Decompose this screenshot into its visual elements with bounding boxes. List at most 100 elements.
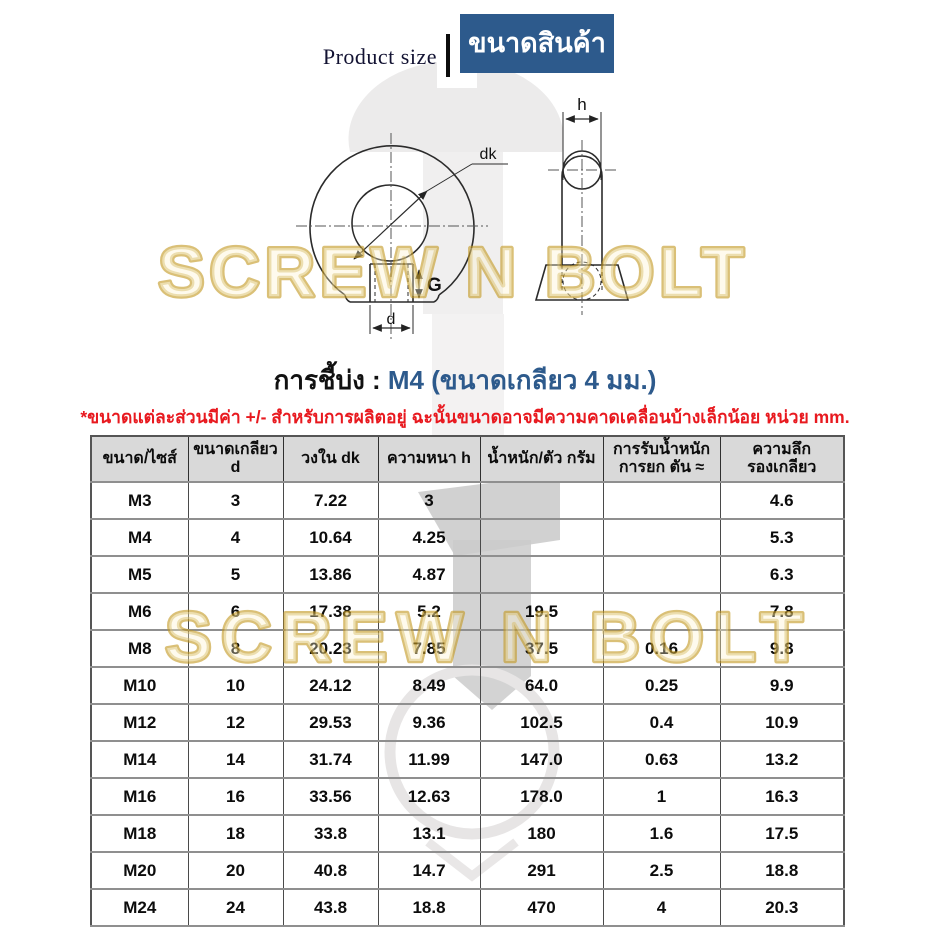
table-row-M8: M8 8 20.23 7.85 37.5 0.16 9.8 [90,629,845,668]
table-cell [602,555,721,594]
product-name-th: ขนาดสินค้า [468,28,606,58]
table-cell: 7.8 [719,592,845,631]
table-cell: 11.99 [377,740,481,779]
table-cell: 8.49 [377,666,481,705]
size-spec-table-body: M3 3 7.22 3 4.6 M4 4 10.64 4.25 5.3 M5 5 13.86 4.87 6.… [90,481,845,927]
table-cell: 13.86 [282,555,379,594]
table-cell: 20.3 [719,888,845,927]
table-cell: M16 [90,777,189,816]
table-cell: 18.8 [377,888,481,927]
tolerance-note: *ขนาดแต่ละส่วนมีค่า +/- สำหรับการผลิตอยู… [80,407,850,427]
table-row-M5: M5 5 13.86 4.87 6.3 [90,555,845,594]
table-cell [479,555,604,594]
table-cell [602,481,721,520]
table-cell: 20 [187,851,284,890]
eye-nut-technical-drawing: dk G d h [296,95,630,342]
table-row-M3: M3 3 7.22 3 4.6 [90,481,845,520]
table-row-M20: M20 20 40.8 14.7 291 2.5 18.8 [90,851,845,890]
table-cell: 37.5 [479,629,604,668]
table-cell: 18 [187,814,284,853]
table-cell: 64.0 [479,666,604,705]
table-cell: 0.16 [602,629,721,668]
column-header-4: น้ำหนัก/ตัว กรัม [479,435,604,483]
table-cell: 4.25 [377,518,481,557]
table-row-M16: M16 16 33.56 12.63 178.0 1 16.3 [90,777,845,816]
side-view [534,112,630,315]
table-cell: 40.8 [282,851,379,890]
table-cell: 1.6 [602,814,721,853]
table-cell: 20.23 [282,629,379,668]
table-cell: 12.63 [377,777,481,816]
table-cell: M6 [90,592,189,631]
table-cell: 5.2 [377,592,481,631]
table-cell [479,518,604,557]
size-spec-table-header: ขนาด/ไซส์ ขนาดเกลียว d วงใน dk ความหนา h น้ำ… [90,435,845,483]
front-view [296,133,508,342]
size-spec-table: ขนาด/ไซส์ ขนาดเกลียว d วงใน dk ความหนา h น้ำ… [90,435,845,927]
header-divider [446,34,450,77]
table-cell: M24 [90,888,189,927]
table-cell: M4 [90,518,189,557]
table-row-M14: M14 14 31.74 11.99 147.0 0.63 13.2 [90,740,845,779]
table-cell: 17.38 [282,592,379,631]
table-cell [602,518,721,557]
identification-title: การชี้บ่ง : M4 (ขนาดเกลียว 4 มม.) [0,360,930,401]
table-cell: 4 [602,888,721,927]
table-cell: 10.9 [719,703,845,742]
table-cell: 24 [187,888,284,927]
table-cell: 16 [187,777,284,816]
table-row-M12: M12 12 29.53 9.36 102.5 0.4 10.9 [90,703,845,742]
table-cell [602,592,721,631]
table-cell: 31.74 [282,740,379,779]
dk-dimension-label: dk [480,146,498,163]
table-cell: 29.53 [282,703,379,742]
table-cell: 102.5 [479,703,604,742]
table-cell: 7.85 [377,629,481,668]
table-cell: 5.3 [719,518,845,557]
product-name-banner: ขนาดสินค้า [460,14,614,73]
column-header-3: ความหนา h [377,435,481,483]
table-cell: M10 [90,666,189,705]
identification-title-prefix: การชี้บ่ง : [273,365,388,395]
table-cell: 6 [187,592,284,631]
table-row-M10: M10 10 24.12 8.49 64.0 0.25 9.9 [90,666,845,705]
table-cell: 14 [187,740,284,779]
table-cell: 9.8 [719,629,845,668]
table-cell: 13.1 [377,814,481,853]
table-cell: 5 [187,555,284,594]
h-dimension-label: h [577,95,586,114]
g-dimension-label: G [427,275,442,296]
table-cell: 1 [602,777,721,816]
table-cell: 2.5 [602,851,721,890]
table-cell [479,481,604,520]
column-header-6: ความลึก รองเกลียว [719,435,845,483]
table-cell: M18 [90,814,189,853]
d-dimension-label: d [387,311,396,328]
table-cell: M5 [90,555,189,594]
table-cell: 3 [377,481,481,520]
table-cell: 10 [187,666,284,705]
table-cell: 470 [479,888,604,927]
table-row-M6: M6 6 17.38 5.2 19.5 7.8 [90,592,845,631]
product-size-label: Product size [322,44,437,69]
table-cell: 13.2 [719,740,845,779]
table-row-M24: M24 24 43.8 18.8 470 4 20.3 [90,888,845,927]
table-cell: 12 [187,703,284,742]
table-cell: M14 [90,740,189,779]
identification-title-size: M4 (ขนาดเกลียว 4 มม.) [387,365,657,395]
table-cell: 33.56 [282,777,379,816]
table-cell: 0.63 [602,740,721,779]
table-cell: 0.25 [602,666,721,705]
table-cell: 16.3 [719,777,845,816]
column-header-1: ขนาดเกลียว d [187,435,284,483]
column-header-5: การรับน้ำหนัก การยก ตัน ≈ [602,435,721,483]
table-cell: 4.87 [377,555,481,594]
table-cell: M3 [90,481,189,520]
table-cell: 147.0 [479,740,604,779]
table-cell: 4 [187,518,284,557]
table-cell: M20 [90,851,189,890]
table-cell: 24.12 [282,666,379,705]
column-header-2: วงใน dk [282,435,379,483]
table-cell: 8 [187,629,284,668]
table-cell: 17.5 [719,814,845,853]
